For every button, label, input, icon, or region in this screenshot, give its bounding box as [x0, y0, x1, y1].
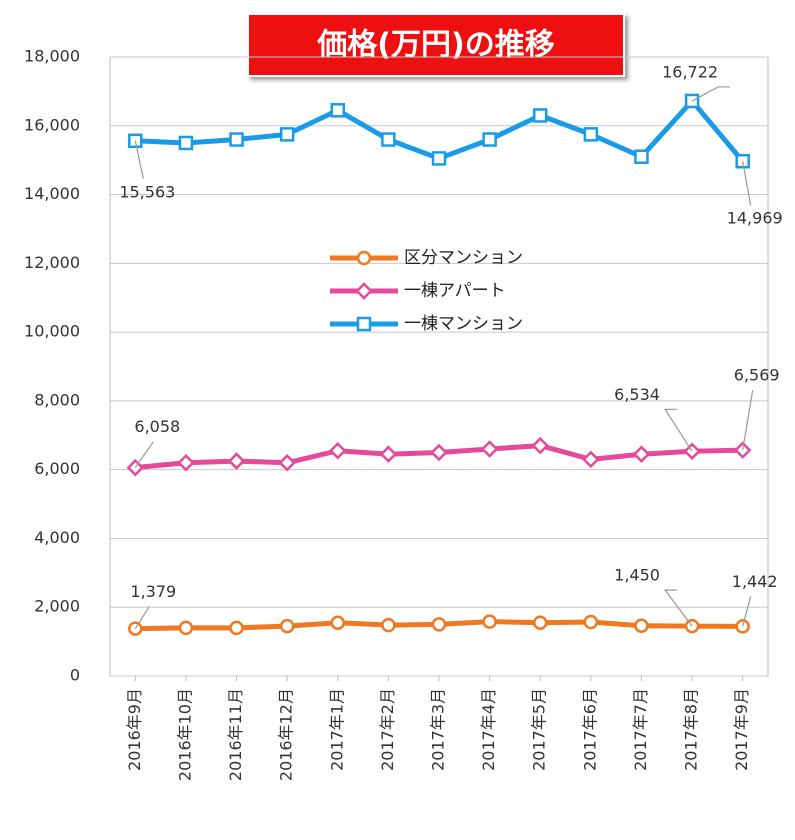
- leader-line: [742, 596, 752, 627]
- x-tick-label: 2017年5月: [530, 688, 549, 771]
- y-tick-label: 0: [70, 666, 80, 685]
- point: [330, 615, 346, 630]
- point: [178, 135, 194, 151]
- legend-label: 一棟マンション: [404, 314, 523, 334]
- point: [532, 108, 548, 123]
- point: [634, 149, 649, 164]
- point: [431, 617, 447, 632]
- x-tick-label: 2017年6月: [580, 688, 599, 771]
- legend-marker: [356, 316, 372, 332]
- legend-label: 一棟アパート: [404, 281, 506, 301]
- x-tick-label: 2016年12月: [277, 688, 296, 781]
- title-box: [247, 13, 625, 77]
- point: [229, 132, 244, 147]
- x-tick-label: 2017年9月: [732, 688, 751, 771]
- point: [583, 614, 599, 630]
- point: [381, 132, 396, 147]
- point: [279, 127, 295, 142]
- x-tick-label: 2016年11月: [226, 688, 245, 781]
- data-label: 6,534: [614, 385, 660, 404]
- point: [330, 103, 346, 118]
- legend-marker: [355, 282, 373, 300]
- data-label: 16,722: [662, 62, 718, 81]
- leader-line: [742, 390, 754, 451]
- leader-line: [663, 408, 693, 452]
- y-tick-label: 16,000: [24, 115, 80, 134]
- leader-line: [134, 441, 154, 469]
- leader-line: [663, 589, 693, 627]
- y-tick-label: 12,000: [24, 253, 80, 272]
- legend-marker: [356, 250, 372, 266]
- data-label: 15,563: [119, 182, 175, 201]
- point: [531, 436, 549, 455]
- point: [532, 615, 548, 630]
- data-label: 1,379: [130, 582, 176, 601]
- data-label: 6,569: [734, 366, 780, 385]
- point: [278, 454, 296, 472]
- data-label: 1,442: [732, 572, 778, 591]
- point: [634, 618, 649, 634]
- x-tick-label: 2017年7月: [631, 688, 650, 771]
- y-tick-label: 4,000: [34, 528, 80, 547]
- point: [381, 617, 396, 633]
- y-tick-label: 6,000: [34, 459, 80, 478]
- point: [279, 618, 295, 634]
- y-tick-label: 8,000: [34, 390, 80, 409]
- point: [583, 127, 599, 142]
- point: [177, 454, 195, 472]
- data-label: 14,969: [727, 209, 783, 228]
- point: [632, 445, 651, 463]
- point: [431, 151, 447, 166]
- leader-line: [742, 161, 752, 206]
- y-tick-label: 2,000: [34, 597, 80, 616]
- point: [229, 620, 244, 636]
- data-label: 6,058: [134, 417, 180, 436]
- x-tick-label: 2017年3月: [429, 688, 448, 771]
- point: [178, 620, 194, 636]
- x-tick-label: 2016年10月: [175, 688, 194, 781]
- point: [379, 445, 398, 463]
- x-tick-label: 2017年8月: [682, 688, 701, 771]
- x-tick-label: 2016年9月: [125, 688, 144, 771]
- leader-line: [134, 140, 144, 179]
- point: [430, 443, 448, 462]
- x-tick-label: 2017年2月: [378, 688, 397, 771]
- point: [480, 440, 499, 458]
- point: [482, 614, 497, 629]
- y-tick-label: 18,000: [24, 47, 80, 66]
- y-tick-label: 10,000: [24, 322, 80, 341]
- y-tick-label: 14,000: [24, 184, 80, 203]
- point: [329, 441, 347, 460]
- data-label: 1,450: [614, 566, 660, 585]
- point: [582, 450, 600, 469]
- point: [227, 452, 246, 470]
- legend-label: 区分マンション: [404, 248, 523, 268]
- x-tick-label: 2017年1月: [327, 688, 346, 771]
- point: [482, 132, 497, 147]
- leader-line: [134, 606, 150, 629]
- leader-line: [691, 86, 731, 102]
- x-tick-label: 2017年4月: [479, 688, 498, 771]
